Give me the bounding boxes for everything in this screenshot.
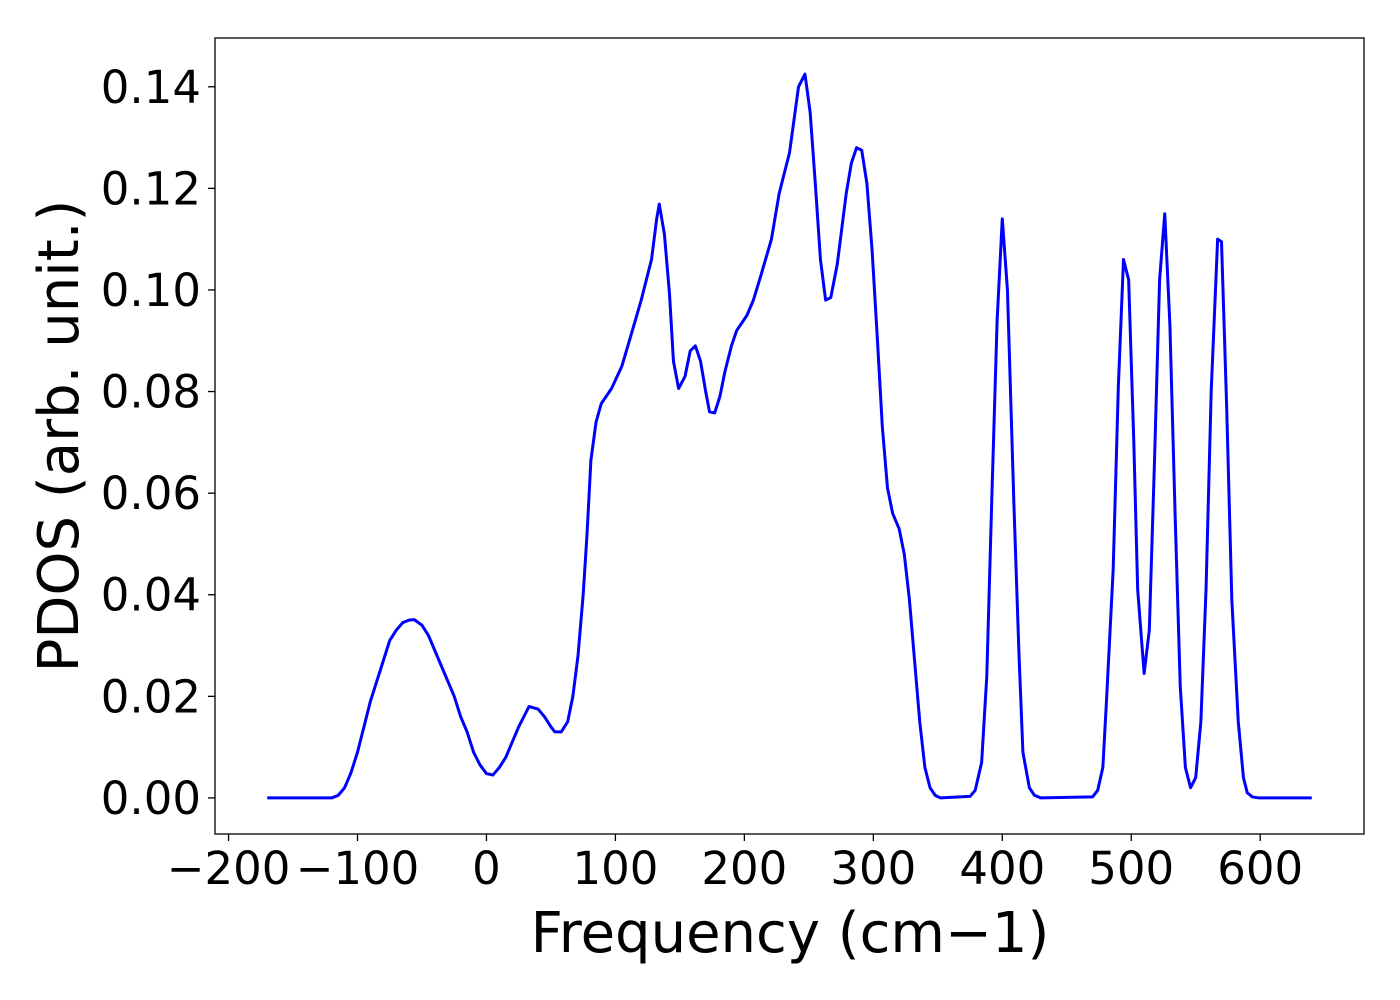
data-line — [267, 72, 1312, 800]
x-tick-label: −100 — [296, 842, 420, 895]
y-tick-label: 0.08 — [101, 366, 201, 419]
x-tick-label: 400 — [959, 842, 1045, 895]
x-tick-label: −200 — [167, 842, 291, 895]
x-tick-label: 500 — [1088, 842, 1174, 895]
y-tick-label: 0.14 — [101, 61, 201, 114]
y-tick-label: 0.10 — [101, 264, 201, 317]
y-tick-label: 0.12 — [101, 162, 201, 215]
y-axis-label: PDOS (arb. unit.) — [27, 200, 92, 673]
y-tick-label: 0.04 — [101, 569, 201, 622]
y-tick-label: 0.02 — [101, 670, 201, 723]
x-tick-label: 100 — [572, 842, 658, 895]
axes-frame — [214, 37, 1365, 835]
x-tick-label: 0 — [472, 842, 501, 895]
plot-area — [267, 72, 1312, 800]
y-tick-label: 0.06 — [101, 467, 201, 520]
y-tick-label: 0.00 — [101, 772, 201, 825]
x-tick-label: 600 — [1217, 842, 1303, 895]
x-tick-label: 200 — [701, 842, 787, 895]
x-tick-label: 300 — [830, 842, 916, 895]
x-axis-label: Frequency (cm−1) — [531, 901, 1050, 966]
